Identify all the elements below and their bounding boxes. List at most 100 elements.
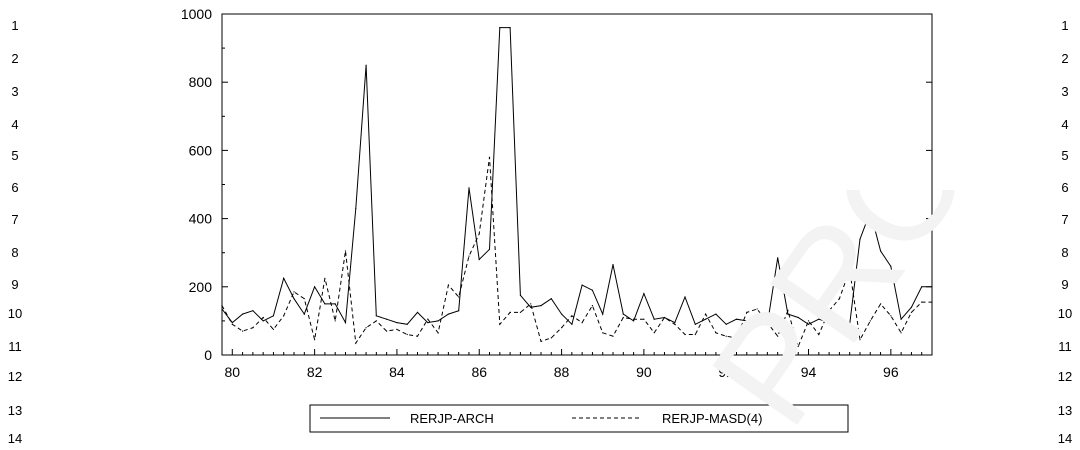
series-1-point <box>262 320 264 322</box>
series-2-point <box>633 318 635 320</box>
series-1-point <box>838 318 841 320</box>
series-1-point <box>766 323 769 325</box>
series-2-point <box>262 316 264 319</box>
series-1-point <box>293 298 295 300</box>
series-1-point <box>427 322 429 324</box>
series-1-point <box>468 187 470 189</box>
series-1-point <box>705 318 707 320</box>
line-number: 4 <box>1061 117 1069 132</box>
series-2-point <box>746 311 748 313</box>
series-1-point <box>900 318 902 320</box>
line-number: 8 <box>11 245 19 260</box>
x-tick-label: 94 <box>801 364 817 380</box>
series-1-point <box>519 294 522 296</box>
line-number: 12 <box>1057 369 1073 384</box>
series-2-point <box>921 301 923 303</box>
series-2-point <box>859 339 861 341</box>
line-number: 13 <box>7 403 23 418</box>
series-1-point <box>931 286 933 288</box>
line-number: 11 <box>1058 339 1072 354</box>
x-tick-label: 96 <box>883 364 899 380</box>
series-2-point <box>283 315 285 317</box>
series-2-point <box>447 284 449 286</box>
series-2-point <box>344 250 347 252</box>
series-1-point <box>499 27 501 29</box>
series-1-point <box>324 303 326 305</box>
series-2-point <box>766 322 769 324</box>
series-2-point <box>530 303 532 305</box>
series-2-point <box>355 342 357 344</box>
line-number: 7 <box>1061 212 1069 227</box>
series-2-point <box>540 340 542 342</box>
legend-label-2: RERJP-MASD(4) <box>662 411 762 426</box>
series-2-point <box>499 323 501 325</box>
line-number: 9 <box>1061 277 1069 292</box>
line-number: 8 <box>1061 245 1069 260</box>
series-1-point <box>694 323 696 325</box>
series-2-point <box>550 337 552 339</box>
line-number: 2 <box>1061 51 1069 66</box>
series-2-point <box>756 308 758 310</box>
y-tick-label: 600 <box>189 142 213 158</box>
series-1-point <box>787 313 789 315</box>
series-1-point <box>756 318 758 320</box>
series-2-point <box>653 332 655 334</box>
series-1-point <box>612 264 614 266</box>
series-1-point <box>910 306 913 308</box>
x-tick-label: 84 <box>389 364 405 380</box>
series-2-point <box>375 320 377 322</box>
x-tick-label: 88 <box>554 364 570 380</box>
series-1-point <box>890 265 892 267</box>
series-1-point <box>828 322 830 324</box>
x-tick-label: 80 <box>225 364 241 380</box>
series-1-point <box>674 322 676 324</box>
series-1-point <box>725 323 727 325</box>
series-line-2 <box>221 157 932 349</box>
series-2-point <box>797 345 799 348</box>
line-number: 12 <box>7 369 23 384</box>
series-1-point <box>406 323 408 325</box>
line-number: 5 <box>11 148 19 163</box>
series-2-point <box>663 316 666 319</box>
line-number: 10 <box>1057 306 1073 321</box>
x-tick-label: 86 <box>471 364 487 380</box>
line-number: 10 <box>7 306 23 321</box>
series-2-point <box>314 339 316 341</box>
series-2-point <box>458 296 460 298</box>
series-1-point <box>272 315 274 317</box>
series-1-point <box>591 289 594 291</box>
series-1-point <box>314 286 316 288</box>
series-2-point <box>684 333 686 336</box>
series-2-point <box>880 303 882 305</box>
series-1-point <box>540 305 542 307</box>
series-1-point <box>365 64 367 66</box>
series-2-point <box>694 333 696 336</box>
series-2-point <box>468 255 470 257</box>
line-number: 2 <box>11 51 19 66</box>
series-2-point <box>488 156 491 158</box>
line-number: 3 <box>11 84 19 99</box>
series-2-point <box>221 305 223 307</box>
series-1-point <box>416 311 419 313</box>
series-1-point <box>242 313 244 315</box>
series-2-point <box>334 320 336 322</box>
series-2-point <box>571 315 573 317</box>
line-number: 1 <box>11 18 19 33</box>
series-1-point <box>849 323 851 325</box>
series-1-point <box>643 293 645 295</box>
series-1-point <box>375 315 377 317</box>
series-2-point <box>242 330 244 332</box>
series-2-point <box>725 335 727 337</box>
series-2-point <box>674 323 676 325</box>
series-2-point <box>622 316 624 319</box>
series-1-point <box>581 284 583 286</box>
series-2-point <box>386 330 388 332</box>
series-1-point <box>355 207 357 209</box>
line-number: 9 <box>11 277 19 292</box>
series-2-point <box>818 333 820 336</box>
series-1-point <box>303 313 305 315</box>
series-1-point <box>633 320 635 322</box>
series-2-point <box>561 327 563 329</box>
series-2-point <box>643 318 645 320</box>
series-2-point <box>581 322 583 324</box>
